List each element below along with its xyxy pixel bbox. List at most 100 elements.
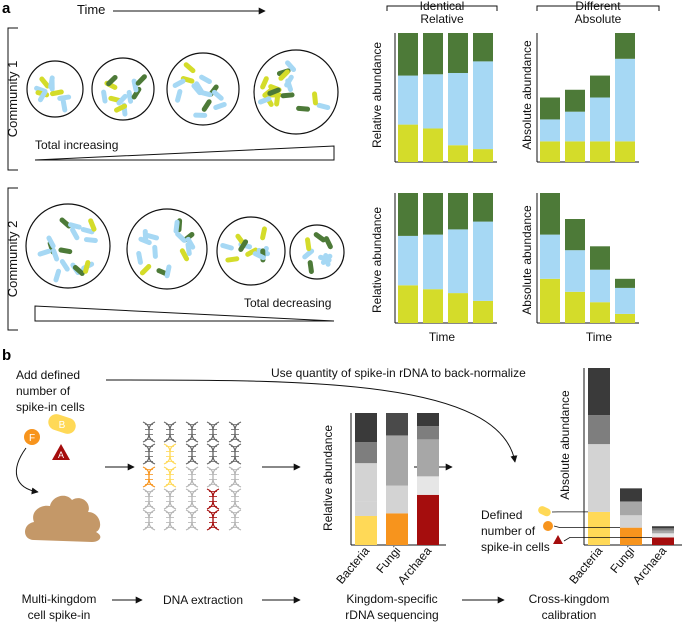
defined-archaea-icon	[553, 535, 563, 544]
dna-helix-grid	[142, 421, 242, 531]
c1_relative-bar-light-blue-t3	[448, 72, 468, 146]
c2_absolute-bar-dark-green-t4	[615, 278, 635, 288]
bacterial-cell	[302, 248, 315, 260]
c2_relative-bar-light-blue-t1	[398, 235, 418, 286]
dna-strand	[185, 509, 199, 531]
b_relative-tick-Fungi: Fungi	[373, 544, 403, 576]
c1_absolute-bar-dark-green-t1	[540, 97, 560, 120]
dna-strand	[185, 421, 199, 443]
b_relative-segment-Fungi-1	[386, 485, 408, 514]
bacterial-cell	[198, 89, 213, 98]
bacterial-cell	[116, 93, 128, 106]
c2-absolute-ylabel: Absolute abundance	[520, 205, 534, 315]
c1_absolute-bar-yellow-green-t1	[540, 141, 560, 162]
bacterial-cell	[199, 74, 212, 85]
c1_relative-bar-yellow-green-t4	[473, 149, 493, 162]
bacterial-cell	[183, 62, 196, 74]
bacterial-cell	[274, 92, 281, 107]
defined-spike-cells	[538, 506, 563, 544]
c1_absolute-bar-dark-green-t2	[565, 89, 585, 112]
dna-strand	[185, 466, 199, 488]
c2_relative-bar-light-blue-t3	[448, 229, 468, 294]
c1_absolute-bar-yellow-green-t2	[565, 141, 585, 162]
c1-absolute-ylabel: Absolute abundance	[520, 40, 534, 150]
c1_relative-bar-yellow-green-t2	[423, 128, 443, 162]
c2_absolute-bar-dark-green-t3	[590, 246, 610, 270]
c1_relative-bar-dark-green-t2	[423, 33, 443, 75]
dna-strand	[228, 443, 242, 465]
b_relative-segment-Fungi-3	[386, 413, 408, 436]
c2_absolute-bar-light-blue-t3	[590, 269, 610, 303]
archaea-spike-letter: A	[58, 450, 64, 460]
c1_absolute-bar-light-blue-t1	[540, 119, 560, 142]
c1_absolute-bar-yellow-green-t4	[615, 141, 635, 162]
b-absolute-ylabel: Absolute abundance	[558, 390, 572, 500]
c2_absolute-bar-dark-green-t1	[540, 193, 560, 235]
bacterial-cell	[142, 228, 149, 243]
panel-a-label: a	[2, 0, 11, 17]
bacterial-cell	[252, 251, 266, 261]
dna-strand	[142, 421, 156, 443]
bacterial-cell	[139, 264, 152, 276]
total-decreasing-label: Total decreasing	[244, 296, 331, 310]
backnorm-arrow	[105, 379, 518, 463]
b_absolute-segment-Bacteria-3	[588, 368, 610, 416]
b_relative-segment-Fungi-0	[386, 513, 408, 545]
dna-strand	[206, 421, 220, 443]
community-circle	[91, 57, 155, 121]
b-relative-ylabel: Relative abundance	[321, 425, 335, 531]
b_absolute-segment-Archaea-0	[652, 537, 674, 545]
c2_relative-bar-dark-green-t3	[448, 193, 468, 230]
bacterial-cell	[316, 102, 331, 111]
c2-absolute-xlabel: Time	[586, 330, 613, 344]
bacterial-cell	[173, 219, 180, 234]
dna-strand	[206, 466, 220, 488]
dna-strand	[163, 443, 177, 465]
charts-panel-a	[394, 33, 639, 324]
community-1-label: Community 1	[5, 61, 20, 138]
b_absolute-segment-Fungi-1	[620, 515, 642, 528]
dna-strand	[163, 421, 177, 443]
defined-bacteria-icon	[538, 506, 551, 517]
bacterial-cell	[58, 247, 73, 255]
dna-strand	[163, 488, 177, 510]
step4-line1: Cross-kingdom	[529, 592, 610, 606]
bacterial-cell	[193, 112, 208, 118]
b_absolute-segment-Bacteria-1	[588, 444, 610, 512]
different-bracket	[536, 5, 660, 11]
bacterial-cell	[172, 78, 186, 88]
b_absolute-segment-Archaea-3	[652, 528, 674, 531]
b_relative-segment-Archaea-1	[417, 476, 439, 495]
bacterial-cell	[191, 83, 203, 96]
bacteria-spike-icon	[48, 414, 76, 434]
bacterial-cell	[152, 244, 158, 259]
c2_absolute-bar-yellow-green-t3	[590, 302, 610, 323]
bacterial-cell	[267, 87, 281, 96]
bacterial-cell	[60, 98, 68, 113]
c2_relative-bar-light-blue-t4	[473, 221, 493, 301]
community-circle	[253, 49, 339, 135]
bacterial-cell	[49, 89, 64, 97]
relative-label: Relative	[420, 12, 464, 26]
community-circle	[26, 60, 84, 118]
bacterial-cell	[135, 74, 147, 86]
dna-strand	[206, 443, 220, 465]
bacterial-cell	[164, 264, 172, 279]
b_relative-segment-Bacteria-1	[355, 501, 377, 516]
b_relative-segment-Bacteria-4	[355, 413, 377, 443]
b_absolute-segment-Bacteria-2	[588, 415, 610, 445]
bacterial-cell	[225, 256, 240, 263]
bacterial-cell	[312, 91, 318, 106]
b_absolute-segment-Fungi-0	[620, 527, 642, 545]
c1_absolute-bar-yellow-green-t3	[590, 141, 610, 162]
b_absolute-segment-Archaea-4	[652, 526, 674, 529]
bacterial-cell	[296, 105, 311, 112]
c2-relative-xlabel: Time	[429, 330, 456, 344]
c1_relative-bar-light-blue-t2	[423, 74, 443, 129]
bacterial-cell	[37, 248, 52, 257]
bacterial-cell	[53, 268, 62, 283]
bacteria-spike-letter: B	[59, 420, 66, 431]
bacterial-cell	[83, 260, 91, 274]
c2_relative-bar-light-blue-t2	[423, 234, 443, 290]
b_absolute-segment-Archaea-2	[652, 530, 674, 534]
